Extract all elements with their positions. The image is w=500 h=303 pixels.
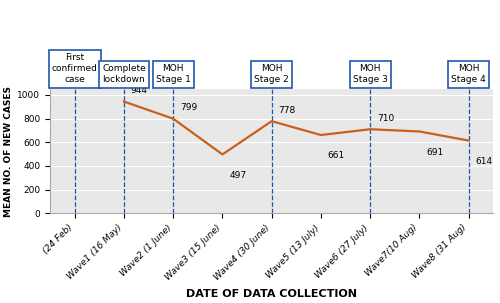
X-axis label: DATE OF DATA COLLECTION: DATE OF DATA COLLECTION: [186, 289, 357, 299]
Text: 944: 944: [131, 86, 148, 95]
Text: 614: 614: [476, 157, 492, 166]
Text: MOH
Stage 4: MOH Stage 4: [452, 64, 486, 85]
Text: MOH
Stage 2: MOH Stage 2: [254, 64, 289, 85]
Text: 497: 497: [230, 171, 246, 180]
Text: First
confirmed
case: First confirmed case: [52, 53, 98, 85]
Text: 691: 691: [426, 148, 444, 157]
Text: MOH
Stage 1: MOH Stage 1: [156, 64, 190, 85]
Text: 661: 661: [328, 152, 345, 160]
Text: 799: 799: [180, 103, 198, 112]
Text: 710: 710: [377, 114, 394, 123]
Text: 778: 778: [278, 105, 296, 115]
Y-axis label: MEAN NO. OF NEW CASES: MEAN NO. OF NEW CASES: [4, 86, 13, 217]
Text: MOH
Stage 3: MOH Stage 3: [352, 64, 388, 85]
Text: Complete
lockdown: Complete lockdown: [102, 64, 146, 85]
